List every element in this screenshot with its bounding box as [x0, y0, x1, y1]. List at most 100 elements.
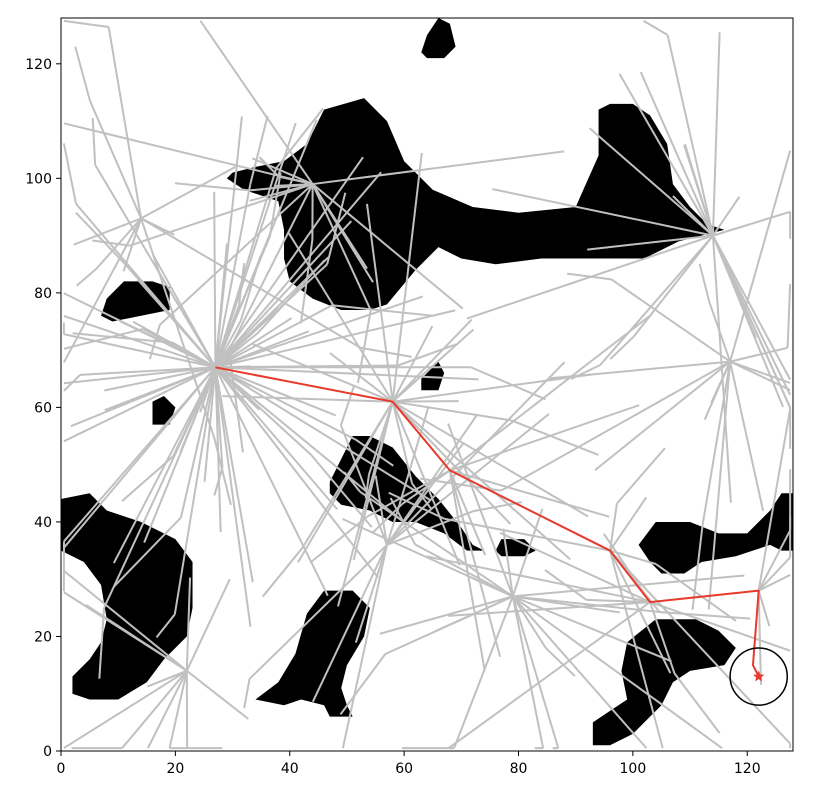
tree-edge	[140, 217, 362, 349]
tree-edge	[701, 361, 732, 526]
y-tick-label: 20	[34, 629, 52, 645]
tree-edge	[729, 346, 788, 363]
tree-edge	[786, 284, 792, 348]
tree-edge	[356, 310, 372, 384]
tree-edge	[214, 366, 379, 579]
tree-edge	[215, 366, 479, 381]
tree-edge	[214, 304, 333, 369]
tree-edge	[94, 164, 217, 368]
tree-edge	[251, 157, 314, 185]
tree-edge	[311, 183, 464, 310]
x-tick-label: 100	[620, 761, 647, 777]
tree-edge	[587, 234, 714, 251]
tree-edge	[213, 191, 217, 368]
tree-edge	[75, 267, 98, 287]
tree-edge	[91, 117, 97, 165]
goal-region	[729, 647, 789, 706]
tree-edge	[248, 544, 388, 680]
tree-edge	[691, 525, 704, 610]
tree-edge	[239, 255, 262, 321]
tree-edge	[712, 210, 791, 237]
tree-edge	[512, 595, 661, 614]
tree-edge	[609, 550, 664, 749]
tree-edge	[341, 544, 388, 749]
tree-edge	[63, 122, 313, 186]
goal-layer	[729, 647, 789, 706]
tree-edge	[63, 569, 188, 672]
tree-edge	[453, 596, 514, 749]
tree-edge	[447, 601, 651, 617]
tree-edge	[366, 203, 394, 402]
obstacle	[61, 493, 193, 700]
obstacle	[421, 18, 456, 59]
tree-edge	[62, 217, 142, 363]
tree-edge	[757, 408, 792, 591]
tree-edge	[179, 367, 217, 518]
tree-edge	[544, 569, 588, 601]
tree-edge	[342, 518, 514, 598]
tree-edge	[672, 195, 714, 237]
tree-edge	[449, 469, 610, 518]
tree-edge	[379, 595, 514, 635]
tree-edge	[655, 563, 737, 622]
tree-layer	[62, 19, 792, 750]
tree-edge	[448, 470, 502, 658]
tree-edge	[391, 325, 434, 403]
y-tick-label: 80	[34, 286, 52, 302]
tree-edge	[309, 515, 368, 564]
tree-edge	[186, 670, 249, 720]
tree-edge	[214, 171, 382, 368]
tree-edge	[609, 335, 635, 360]
tree-edge	[499, 531, 651, 604]
tree-edge	[112, 516, 182, 588]
tree-edge	[112, 366, 217, 564]
y-tick-label: 0	[43, 744, 52, 760]
tree-edge	[287, 232, 394, 403]
tree-edge	[426, 555, 651, 604]
tree-edge	[159, 183, 314, 326]
obstacle	[101, 281, 170, 322]
tree-edge	[103, 366, 217, 609]
tree-edge	[354, 544, 388, 643]
tree-edge	[214, 307, 278, 369]
tree-edge	[594, 360, 731, 471]
tree-edge	[511, 596, 545, 749]
x-tick-label: 120	[734, 761, 761, 777]
path-layer	[215, 366, 760, 678]
tree-edge	[384, 595, 514, 655]
tree-edge	[500, 360, 731, 492]
tree-edge	[649, 601, 791, 652]
tree-edge	[610, 278, 731, 363]
tree-edge	[639, 71, 714, 237]
tree-edge	[278, 175, 313, 186]
tree-edge	[707, 361, 732, 610]
tree-edge	[757, 529, 792, 592]
tree-edge	[152, 254, 217, 368]
tree-edge	[329, 352, 394, 403]
tree-edge	[511, 595, 547, 649]
tree-edge	[63, 315, 216, 369]
tree-edge	[312, 150, 565, 186]
obstacle	[226, 98, 725, 311]
tree-edge	[268, 172, 282, 237]
tree-edge	[63, 366, 217, 549]
tree-edge	[364, 474, 370, 499]
tree-edge	[63, 669, 188, 749]
tree-edge	[448, 470, 486, 671]
tree-edge	[618, 73, 714, 237]
tree-edge	[185, 578, 231, 672]
tree-edge	[70, 366, 216, 428]
tree-edge	[311, 183, 372, 311]
tree-edge	[359, 490, 514, 598]
tree-edge	[243, 678, 251, 709]
tree-edge	[214, 320, 242, 368]
tree-edge	[566, 272, 612, 281]
tree-edge	[343, 471, 361, 493]
tree-edge	[75, 203, 217, 368]
tree-edge	[599, 234, 714, 366]
x-tick-label: 60	[395, 761, 413, 777]
tree-edge	[89, 100, 142, 219]
tree-edge	[391, 152, 423, 402]
tree-edge	[147, 670, 188, 749]
tree-edge	[185, 577, 192, 671]
